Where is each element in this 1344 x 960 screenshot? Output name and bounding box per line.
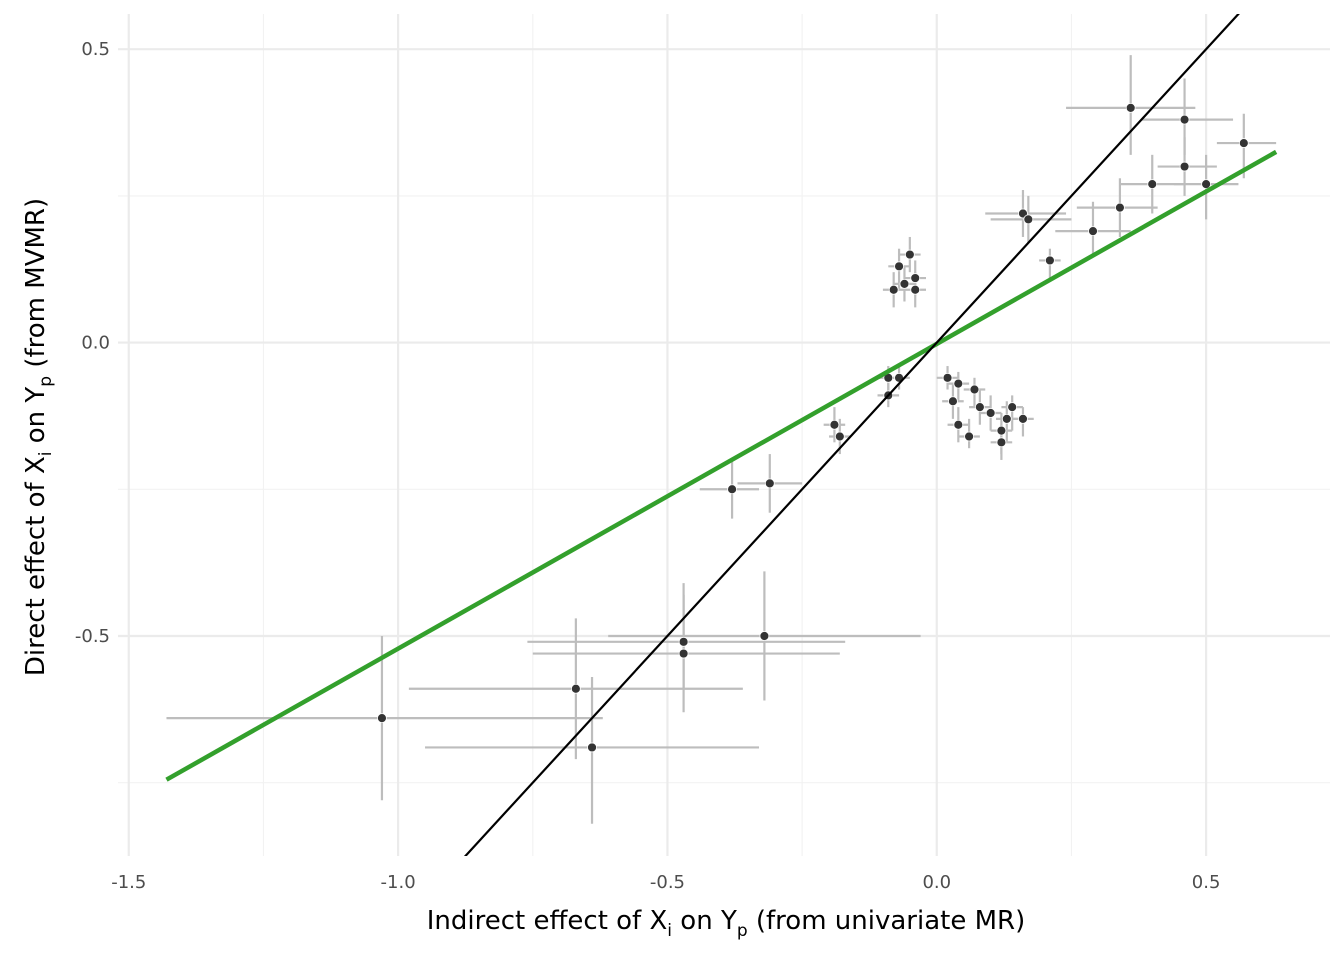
data-point bbox=[1125, 102, 1136, 113]
data-point bbox=[678, 648, 689, 659]
data-point bbox=[953, 378, 964, 389]
data-point bbox=[1179, 114, 1190, 125]
data-point bbox=[834, 431, 845, 442]
x-tick-label: 0.5 bbox=[1192, 872, 1221, 893]
data-point bbox=[904, 249, 915, 260]
data-point bbox=[1238, 138, 1249, 148]
data-point bbox=[1179, 161, 1190, 172]
data-point bbox=[985, 408, 996, 418]
data-point bbox=[829, 419, 840, 430]
x-tick-label: -0.5 bbox=[650, 872, 685, 893]
x-tick-label: -1.5 bbox=[111, 872, 146, 893]
data-point bbox=[1023, 214, 1034, 225]
data-point bbox=[894, 261, 904, 272]
data-point bbox=[570, 683, 581, 694]
data-point bbox=[1001, 413, 1012, 424]
data-point bbox=[910, 273, 921, 283]
x-axis-title: Indirect effect of Xi on Yp (from univar… bbox=[427, 906, 1026, 941]
reference-lines bbox=[165, 14, 1278, 856]
data-point bbox=[1201, 179, 1212, 190]
x-tick-label: -1.0 bbox=[381, 872, 416, 893]
y-axis-title: Direct effect of Xi on Yp (from MVMR) bbox=[21, 198, 56, 676]
data-point bbox=[996, 437, 1007, 448]
data-point bbox=[1115, 202, 1125, 213]
y-tick-label: 0.5 bbox=[81, 39, 110, 60]
x-axis-ticks: -1.5 -1.0 -0.5 0.0 0.5 bbox=[111, 872, 1220, 893]
data-point bbox=[899, 279, 910, 289]
identity-line bbox=[463, 14, 1240, 856]
data-point bbox=[948, 396, 958, 407]
y-tick-label: -0.5 bbox=[75, 626, 110, 647]
data-point bbox=[953, 419, 964, 430]
data-point bbox=[996, 425, 1007, 436]
data-point bbox=[1088, 226, 1098, 237]
data-points bbox=[377, 102, 1249, 753]
data-point bbox=[888, 284, 899, 295]
data-point bbox=[964, 431, 974, 442]
y-tick-label: 0.0 bbox=[81, 333, 110, 354]
data-point bbox=[910, 284, 921, 295]
fit-line bbox=[165, 149, 1278, 782]
x-tick-label: 0.0 bbox=[922, 872, 951, 893]
data-point bbox=[1007, 402, 1018, 413]
data-point bbox=[727, 484, 737, 495]
data-point bbox=[587, 742, 597, 753]
data-point bbox=[1018, 413, 1028, 424]
y-axis-ticks: -0.5 0.0 0.5 bbox=[75, 39, 110, 647]
data-point bbox=[678, 636, 689, 647]
data-point bbox=[1044, 255, 1055, 266]
data-point bbox=[759, 631, 770, 641]
data-point bbox=[377, 713, 387, 724]
data-point bbox=[969, 384, 980, 395]
data-point bbox=[1147, 179, 1158, 190]
data-point bbox=[764, 478, 775, 489]
data-point bbox=[942, 372, 953, 383]
data-point bbox=[974, 402, 985, 413]
